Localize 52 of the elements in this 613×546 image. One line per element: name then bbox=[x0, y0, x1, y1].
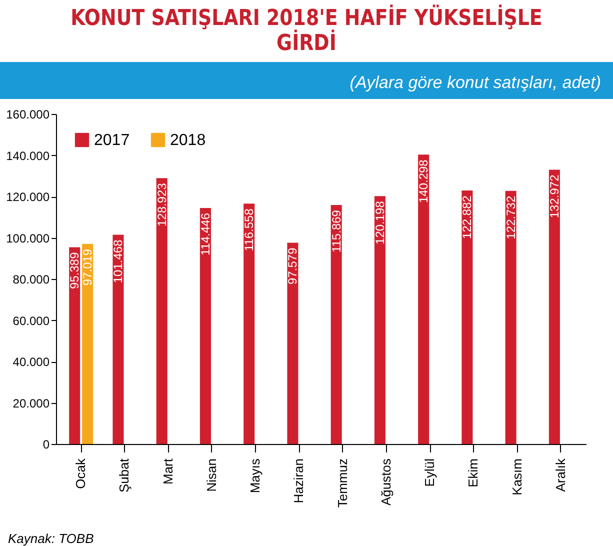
chart-title: KONUT SATIŞLARI 2018'E HAFİF YÜKSELİŞLE GİRDİ bbox=[70, 4, 544, 58]
y-tick-label: 160.000 bbox=[6, 108, 50, 122]
x-tick-label: Eylül bbox=[422, 458, 438, 487]
x-tick-label: Mayıs bbox=[248, 458, 263, 494]
data-label: 97.579 bbox=[286, 247, 300, 284]
bar bbox=[548, 170, 560, 444]
bar bbox=[69, 247, 80, 444]
x-tick-label: Mart bbox=[160, 458, 176, 484]
y-tick-label: 20.000 bbox=[12, 396, 50, 410]
bar bbox=[505, 190, 516, 444]
x-tick-label: Kasım bbox=[509, 458, 524, 496]
data-label: 122.732 bbox=[504, 196, 518, 240]
data-label: 115.869 bbox=[329, 210, 344, 253]
y-tick-label: 80.000 bbox=[12, 272, 50, 286]
bar bbox=[156, 178, 168, 444]
data-label: 122.882 bbox=[460, 195, 474, 239]
y-tick-label: 40.000 bbox=[12, 355, 50, 369]
x-tick-label: Haziran bbox=[291, 458, 306, 504]
bar bbox=[82, 244, 94, 444]
text: Kaynak: TOBB bbox=[7, 530, 95, 546]
y-tick-label: 140.000 bbox=[6, 148, 50, 163]
x-tick-label: Temmuz bbox=[334, 458, 350, 508]
data-label: 120.198 bbox=[372, 200, 387, 244]
y-tick-label: 120.000 bbox=[6, 190, 50, 204]
x-tick-label: Ekim bbox=[466, 458, 481, 488]
x-tick-label: Ağustos bbox=[378, 458, 394, 506]
legend-label: 2018 bbox=[170, 132, 206, 149]
data-label: 128.923 bbox=[154, 182, 169, 226]
data-label: 140.298 bbox=[416, 159, 431, 204]
data-label: 97.019 bbox=[80, 248, 95, 286]
y-tick-label: 0 bbox=[42, 438, 50, 452]
x-tick-label: Ocak bbox=[73, 458, 88, 489]
legend-label: 2017 bbox=[94, 132, 130, 149]
bar bbox=[462, 190, 473, 444]
bar bbox=[287, 242, 298, 444]
data-label: 101.468 bbox=[111, 239, 126, 284]
bar bbox=[112, 234, 124, 444]
y-tick-label: 60.000 bbox=[12, 314, 50, 328]
data-label: 114.446 bbox=[198, 212, 212, 256]
bar bbox=[330, 205, 342, 444]
data-label: 95.389 bbox=[68, 252, 82, 289]
x-tick-label: Şubat bbox=[116, 458, 132, 492]
bar bbox=[244, 204, 255, 444]
chart-subtitle: (Aylara göre konut satışları, adet) bbox=[0, 62, 613, 99]
x-tick-label: Nisan bbox=[204, 458, 219, 492]
data-label: 132.972 bbox=[547, 174, 562, 218]
bar bbox=[418, 154, 430, 444]
x-tick-label: Aralık bbox=[552, 458, 568, 492]
y-tick-label: 100.000 bbox=[6, 231, 50, 246]
data-label: 116.558 bbox=[242, 208, 256, 252]
bar bbox=[200, 208, 211, 444]
bar bbox=[374, 196, 386, 444]
